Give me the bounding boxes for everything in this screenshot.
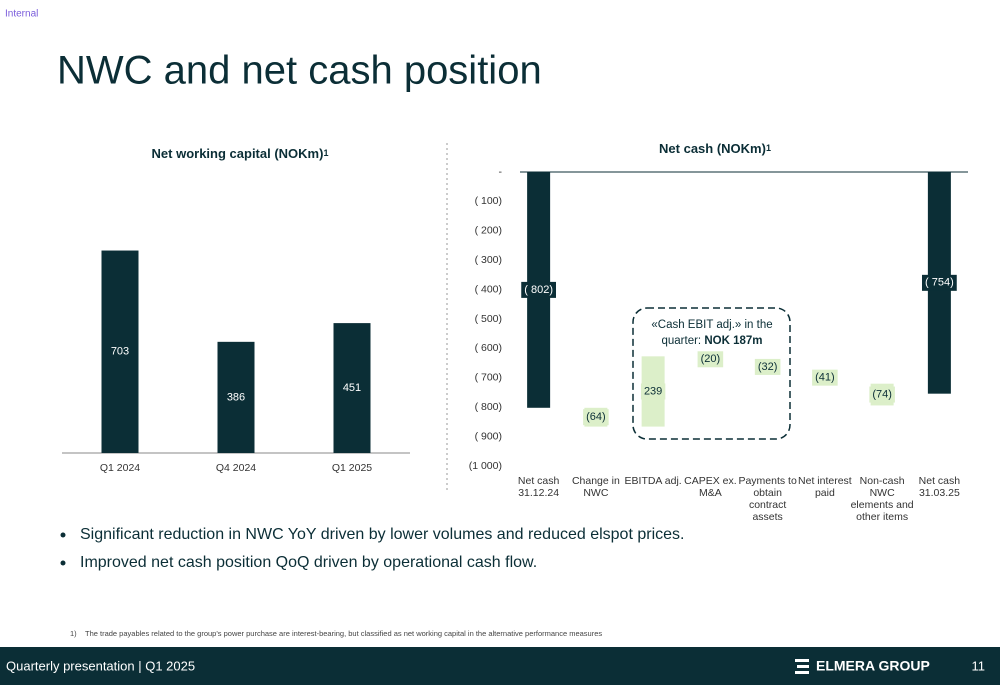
label-line: obtain xyxy=(753,487,782,499)
label-line: contract xyxy=(749,499,786,511)
value-label: (41) xyxy=(815,372,835,384)
x-tick-label: Q1 2024 xyxy=(100,462,140,474)
annotation: «Cash EBIT adj.» in the xyxy=(651,319,772,331)
value-label-bg xyxy=(640,383,666,400)
value-label: (74) xyxy=(872,388,892,400)
value-label-bg xyxy=(812,369,838,386)
x-tick-label: EBITDA adj. xyxy=(625,475,682,487)
value-label: (32) xyxy=(758,361,778,373)
bar xyxy=(333,323,371,453)
label-line: Payments to xyxy=(738,475,797,487)
label-line: M&A xyxy=(699,487,722,499)
slide-title: NWC and net cash position xyxy=(57,49,542,93)
value-label: 703 xyxy=(111,346,129,358)
x-tick-label: Net cash 31.03.25 xyxy=(919,475,961,499)
value-label-bg xyxy=(922,274,957,291)
label-line: paid xyxy=(815,487,835,499)
y-tick-label: ( 700) xyxy=(475,372,502,384)
bullet-dot xyxy=(60,560,66,566)
footnote-marker: 1) xyxy=(70,629,77,638)
label-line: Change in xyxy=(572,475,620,487)
x-tick-label: Net cash 31.12.24 xyxy=(518,475,560,499)
label-line: Non-cash xyxy=(860,475,905,487)
value-label-bg xyxy=(869,386,895,403)
value-label-bg xyxy=(521,281,556,298)
value-label: 386 xyxy=(227,391,245,403)
label-line: CAPEX ex. xyxy=(684,475,737,487)
value-label: 239 xyxy=(644,385,662,397)
annotation-text: quarter: xyxy=(662,335,705,347)
label-line: assets xyxy=(752,511,782,523)
value-label: (64) xyxy=(586,411,606,423)
label-line: NWC xyxy=(870,487,895,499)
bar xyxy=(101,250,139,453)
bullet: Improved net cash position QoQ driven by… xyxy=(80,554,537,571)
label-line: Net cash xyxy=(518,475,560,487)
value-label: (20) xyxy=(701,353,721,365)
y-tick-label: ( 100) xyxy=(475,195,502,207)
x-tick-label: Payments to obtain contract assets xyxy=(738,475,797,523)
value-label: ( 754) xyxy=(925,277,954,289)
footer-bar xyxy=(0,647,1000,685)
footnote-ref: 1 xyxy=(766,143,771,153)
bullet: Significant reduction in NWC YoY driven … xyxy=(80,526,684,543)
y-tick-label: ( 600) xyxy=(475,342,502,354)
page-number: 11 xyxy=(972,658,986,673)
label-line: NWC xyxy=(583,487,608,499)
bar xyxy=(217,341,255,453)
x-tick-label: CAPEX ex. M&A xyxy=(684,475,737,499)
value-label-bg xyxy=(754,358,781,375)
y-tick-label: - xyxy=(499,166,503,178)
chart-title-text: Net working capital (NOKm) xyxy=(152,146,324,161)
value-label-bg xyxy=(697,351,724,368)
label-line: Net cash xyxy=(919,475,961,487)
value-label: 451 xyxy=(343,382,361,394)
annotation-bold: NOK 187m xyxy=(704,335,762,347)
x-tick-label: Non-cash NWC elements and other items xyxy=(851,475,914,523)
label-line: Net interest xyxy=(798,475,852,487)
label-line: other items xyxy=(856,511,908,523)
footer-text: Quarterly presentation | Q1 2025 xyxy=(6,658,195,673)
footnote: The trade payables related to the group'… xyxy=(85,629,602,638)
y-tick-label: ( 400) xyxy=(475,283,502,295)
classification-label: Internal xyxy=(5,9,38,20)
brand: ELMERA GROUP xyxy=(816,658,930,674)
chart-title: Net working capital (NOKm)1 xyxy=(152,146,329,161)
y-tick-label: ( 200) xyxy=(475,225,502,237)
x-tick-label: Change in NWC xyxy=(572,475,620,499)
value-label-bg xyxy=(583,409,609,426)
y-tick-label: ( 500) xyxy=(475,313,502,325)
annotation-box xyxy=(632,307,791,440)
label-line: 31.12.24 xyxy=(518,487,559,499)
chart-title: Net cash (NOKm)1 xyxy=(659,141,771,156)
label-line: elements and xyxy=(851,499,914,511)
chart-title-text: Net cash (NOKm) xyxy=(659,141,766,156)
y-tick-label: (1 000) xyxy=(469,460,502,472)
label-line: 31.03.25 xyxy=(919,487,960,499)
bullet-dot xyxy=(60,532,66,538)
footnote-ref: 1 xyxy=(323,148,328,158)
y-tick-label: ( 900) xyxy=(475,430,502,442)
y-tick-label: ( 800) xyxy=(475,401,502,413)
value-label: ( 802) xyxy=(524,284,553,296)
y-tick-label: ( 300) xyxy=(475,254,502,266)
annotation: quarter: NOK 187m xyxy=(662,335,763,347)
x-tick-label: Q4 2024 xyxy=(216,462,256,474)
logo-icon xyxy=(795,659,809,674)
x-tick-label: Q1 2025 xyxy=(332,462,372,474)
x-tick-label: Net interest paid xyxy=(798,475,852,499)
